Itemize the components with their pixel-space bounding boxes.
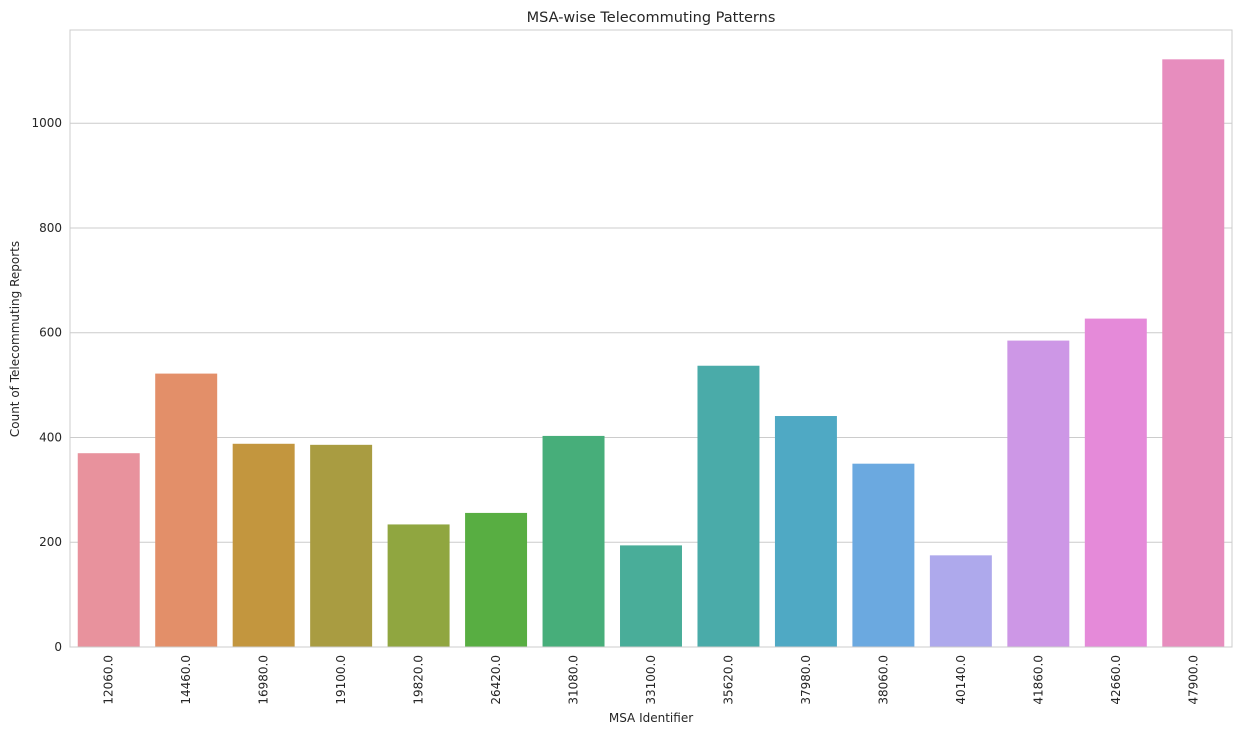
x-tick-label: 33100.0: [644, 655, 658, 705]
x-tick-label: 40140.0: [954, 655, 968, 705]
chart-title: MSA-wise Telecommuting Patterns: [527, 10, 776, 26]
x-tick-label: 16980.0: [257, 655, 271, 705]
x-tick-label: 37980.0: [799, 655, 813, 705]
x-tick-label: 14460.0: [179, 655, 193, 705]
y-tick-label: 200: [39, 535, 62, 549]
x-tick-label: 41860.0: [1031, 655, 1045, 705]
x-tick-label: 38060.0: [876, 655, 890, 705]
x-tick-labels: 12060.0 14460.0 16980.0 19100.0 19820.0 26420…: [102, 655, 1201, 705]
bar: [852, 463, 915, 647]
x-tick-label: 31080.0: [567, 655, 581, 705]
x-tick-label: 19820.0: [412, 655, 426, 705]
y-tick-label: 400: [39, 430, 62, 444]
plot-frame: [69, 29, 1233, 648]
bar: [542, 435, 605, 647]
y-tick-label: 1000: [31, 116, 62, 130]
y-tick-label: 800: [39, 221, 62, 235]
bars: [77, 59, 1225, 648]
y-tick-label: 0: [54, 640, 62, 654]
bar: [774, 416, 837, 647]
bar: [232, 443, 295, 647]
y-tick-label: 600: [39, 326, 62, 340]
y-axis-label: Count of Telecommuting Reports: [8, 241, 22, 437]
bar: [1007, 340, 1070, 647]
y-tick-labels: 0 200 400 600 800 1000: [31, 116, 62, 654]
bar: [465, 512, 528, 647]
bar: [387, 524, 450, 647]
bar: [929, 555, 992, 647]
bar: [155, 373, 218, 647]
x-tick-label: 47900.0: [1186, 655, 1200, 705]
x-tick-label: 12060.0: [102, 655, 116, 705]
bar: [310, 444, 373, 647]
x-tick-label: 42660.0: [1109, 655, 1123, 705]
x-axis-label: MSA Identifier: [609, 711, 693, 725]
x-tick-label: 26420.0: [489, 655, 503, 705]
bar: [77, 453, 140, 647]
x-tick-label: 19100.0: [334, 655, 348, 705]
bar: [620, 545, 682, 647]
bar: [1162, 59, 1225, 648]
x-tick-label: 35620.0: [721, 655, 735, 705]
bar: [697, 365, 760, 647]
bar: [1084, 318, 1147, 647]
